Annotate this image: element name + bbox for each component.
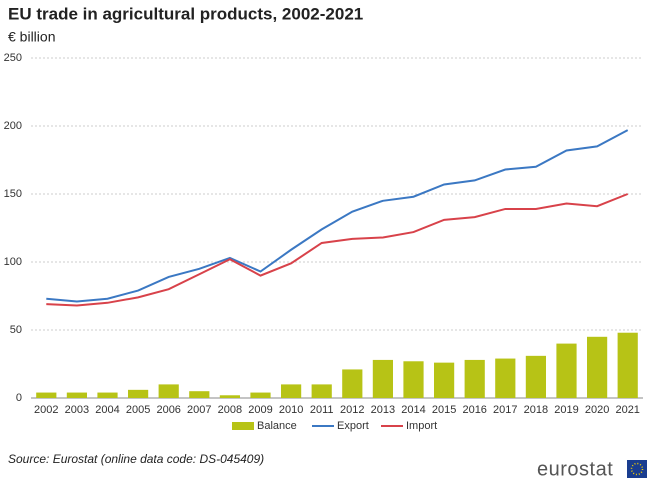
x-tick-label: 2020 (585, 404, 609, 416)
bar (66, 392, 87, 398)
x-tick-label: 2013 (371, 404, 395, 416)
x-tick-label: 2004 (95, 404, 119, 416)
bar (311, 384, 332, 398)
y-tick-label: 200 (4, 120, 22, 132)
y-tick-label: 150 (4, 188, 22, 200)
x-tick-label: 2011 (310, 404, 334, 416)
legend-label: Balance (257, 420, 297, 432)
logo-flag (627, 460, 647, 478)
legend-label: Import (406, 420, 437, 432)
source-note: Source: Eurostat (online data code: DS-0… (8, 452, 264, 466)
y-tick-label: 250 (4, 52, 22, 64)
x-tick-label: 2019 (554, 404, 578, 416)
bar (617, 332, 638, 398)
y-tick-label: 100 (4, 256, 22, 268)
x-tick-label: 2015 (432, 404, 456, 416)
x-tick-label: 2012 (340, 404, 364, 416)
logo-stars (630, 462, 644, 476)
x-tick-label: 2010 (279, 404, 303, 416)
bar (281, 384, 302, 398)
bar (372, 359, 393, 398)
x-tick-label: 2005 (126, 404, 150, 416)
bar (403, 361, 424, 398)
bar (525, 355, 546, 398)
legend-swatch (232, 422, 254, 430)
x-tick-label: 2021 (615, 404, 639, 416)
x-tick-label: 2008 (218, 404, 242, 416)
bar (36, 392, 57, 398)
bar (158, 384, 179, 398)
bar (464, 359, 485, 398)
bar (97, 392, 118, 398)
bar (250, 392, 271, 398)
x-tick-label: 2006 (156, 404, 180, 416)
legend-label: Export (337, 420, 369, 432)
bar (434, 362, 455, 398)
x-tick-label: 2002 (34, 404, 58, 416)
bar (189, 391, 210, 398)
x-tick-label: 2016 (462, 404, 486, 416)
x-tick-label: 2003 (65, 404, 89, 416)
y-tick-label: 0 (16, 392, 22, 404)
x-tick-label: 2018 (524, 404, 548, 416)
bar (219, 395, 240, 398)
line (46, 129, 629, 303)
x-tick-label: 2017 (493, 404, 517, 416)
x-tick-label: 2014 (401, 404, 425, 416)
logo-text: eurostat (537, 458, 613, 480)
line (46, 193, 629, 307)
bar (128, 389, 149, 398)
bar (587, 336, 608, 398)
y-tick-label: 50 (10, 324, 22, 336)
bar (556, 343, 577, 398)
x-tick-label: 2009 (248, 404, 272, 416)
x-tick-label: 2007 (187, 404, 211, 416)
chart-subtitle: € billion (8, 29, 55, 45)
bar (495, 358, 516, 398)
bar (342, 369, 363, 398)
chart-title: EU trade in agricultural products, 2002-… (8, 4, 363, 23)
